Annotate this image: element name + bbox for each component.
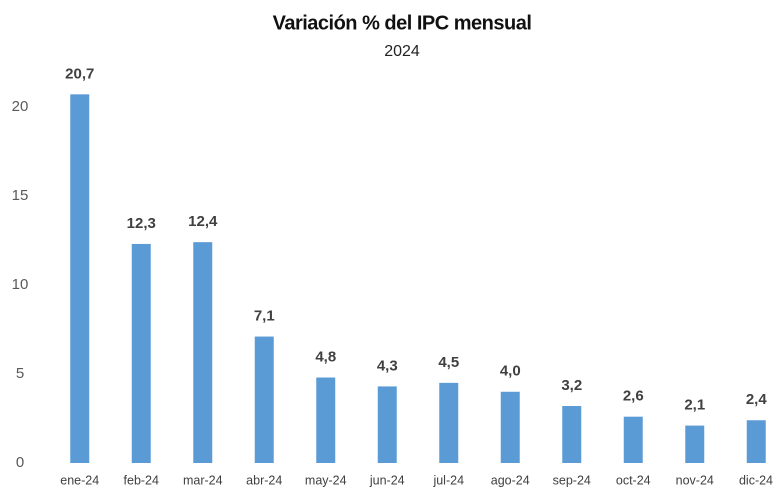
- x-tick-label: feb-24: [124, 473, 159, 487]
- bar: [70, 94, 90, 463]
- y-tick-label: 20: [12, 98, 29, 115]
- bar: [377, 386, 397, 463]
- x-tick-label: jun-24: [369, 473, 405, 487]
- x-tick-label: jul-24: [432, 473, 464, 487]
- value-label: 2,1: [684, 397, 705, 414]
- bar: [562, 406, 582, 463]
- bar: [685, 425, 705, 463]
- bar: [439, 382, 459, 463]
- bar: [316, 377, 336, 463]
- x-tick-label: sep-24: [553, 473, 591, 487]
- x-tick-label: ene-24: [60, 473, 99, 487]
- bar: [193, 242, 213, 463]
- x-tick-label: dic-24: [739, 473, 773, 487]
- value-label: 4,8: [315, 348, 336, 365]
- y-tick-label: 10: [12, 276, 29, 293]
- value-label: 2,6: [623, 388, 644, 405]
- bar: [746, 420, 766, 463]
- bar: [500, 391, 520, 463]
- x-tick-label: mar-24: [183, 473, 223, 487]
- value-label: 7,1: [254, 308, 275, 325]
- value-label: 4,5: [438, 354, 459, 371]
- value-label: 4,3: [377, 357, 398, 374]
- x-tick-label: may-24: [305, 473, 347, 487]
- x-tick-label: abr-24: [246, 473, 282, 487]
- y-tick-label: 0: [16, 454, 24, 471]
- x-tick-label: ago-24: [491, 473, 530, 487]
- chart-title: Variación % del IPC mensual: [273, 12, 532, 34]
- value-label: 3,2: [561, 377, 582, 394]
- chart-subtitle: 2024: [384, 43, 420, 60]
- bar: [623, 416, 643, 463]
- y-tick-label: 5: [16, 365, 24, 382]
- value-label: 4,0: [500, 363, 521, 380]
- value-label: 12,4: [188, 213, 218, 230]
- value-label: 20,7: [65, 65, 94, 82]
- value-label: 12,3: [127, 215, 156, 232]
- x-tick-label: nov-24: [676, 473, 714, 487]
- bar: [254, 336, 274, 463]
- bar: [131, 243, 151, 463]
- y-tick-label: 15: [12, 187, 29, 204]
- value-label: 2,4: [746, 391, 768, 408]
- x-tick-label: oct-24: [616, 473, 651, 487]
